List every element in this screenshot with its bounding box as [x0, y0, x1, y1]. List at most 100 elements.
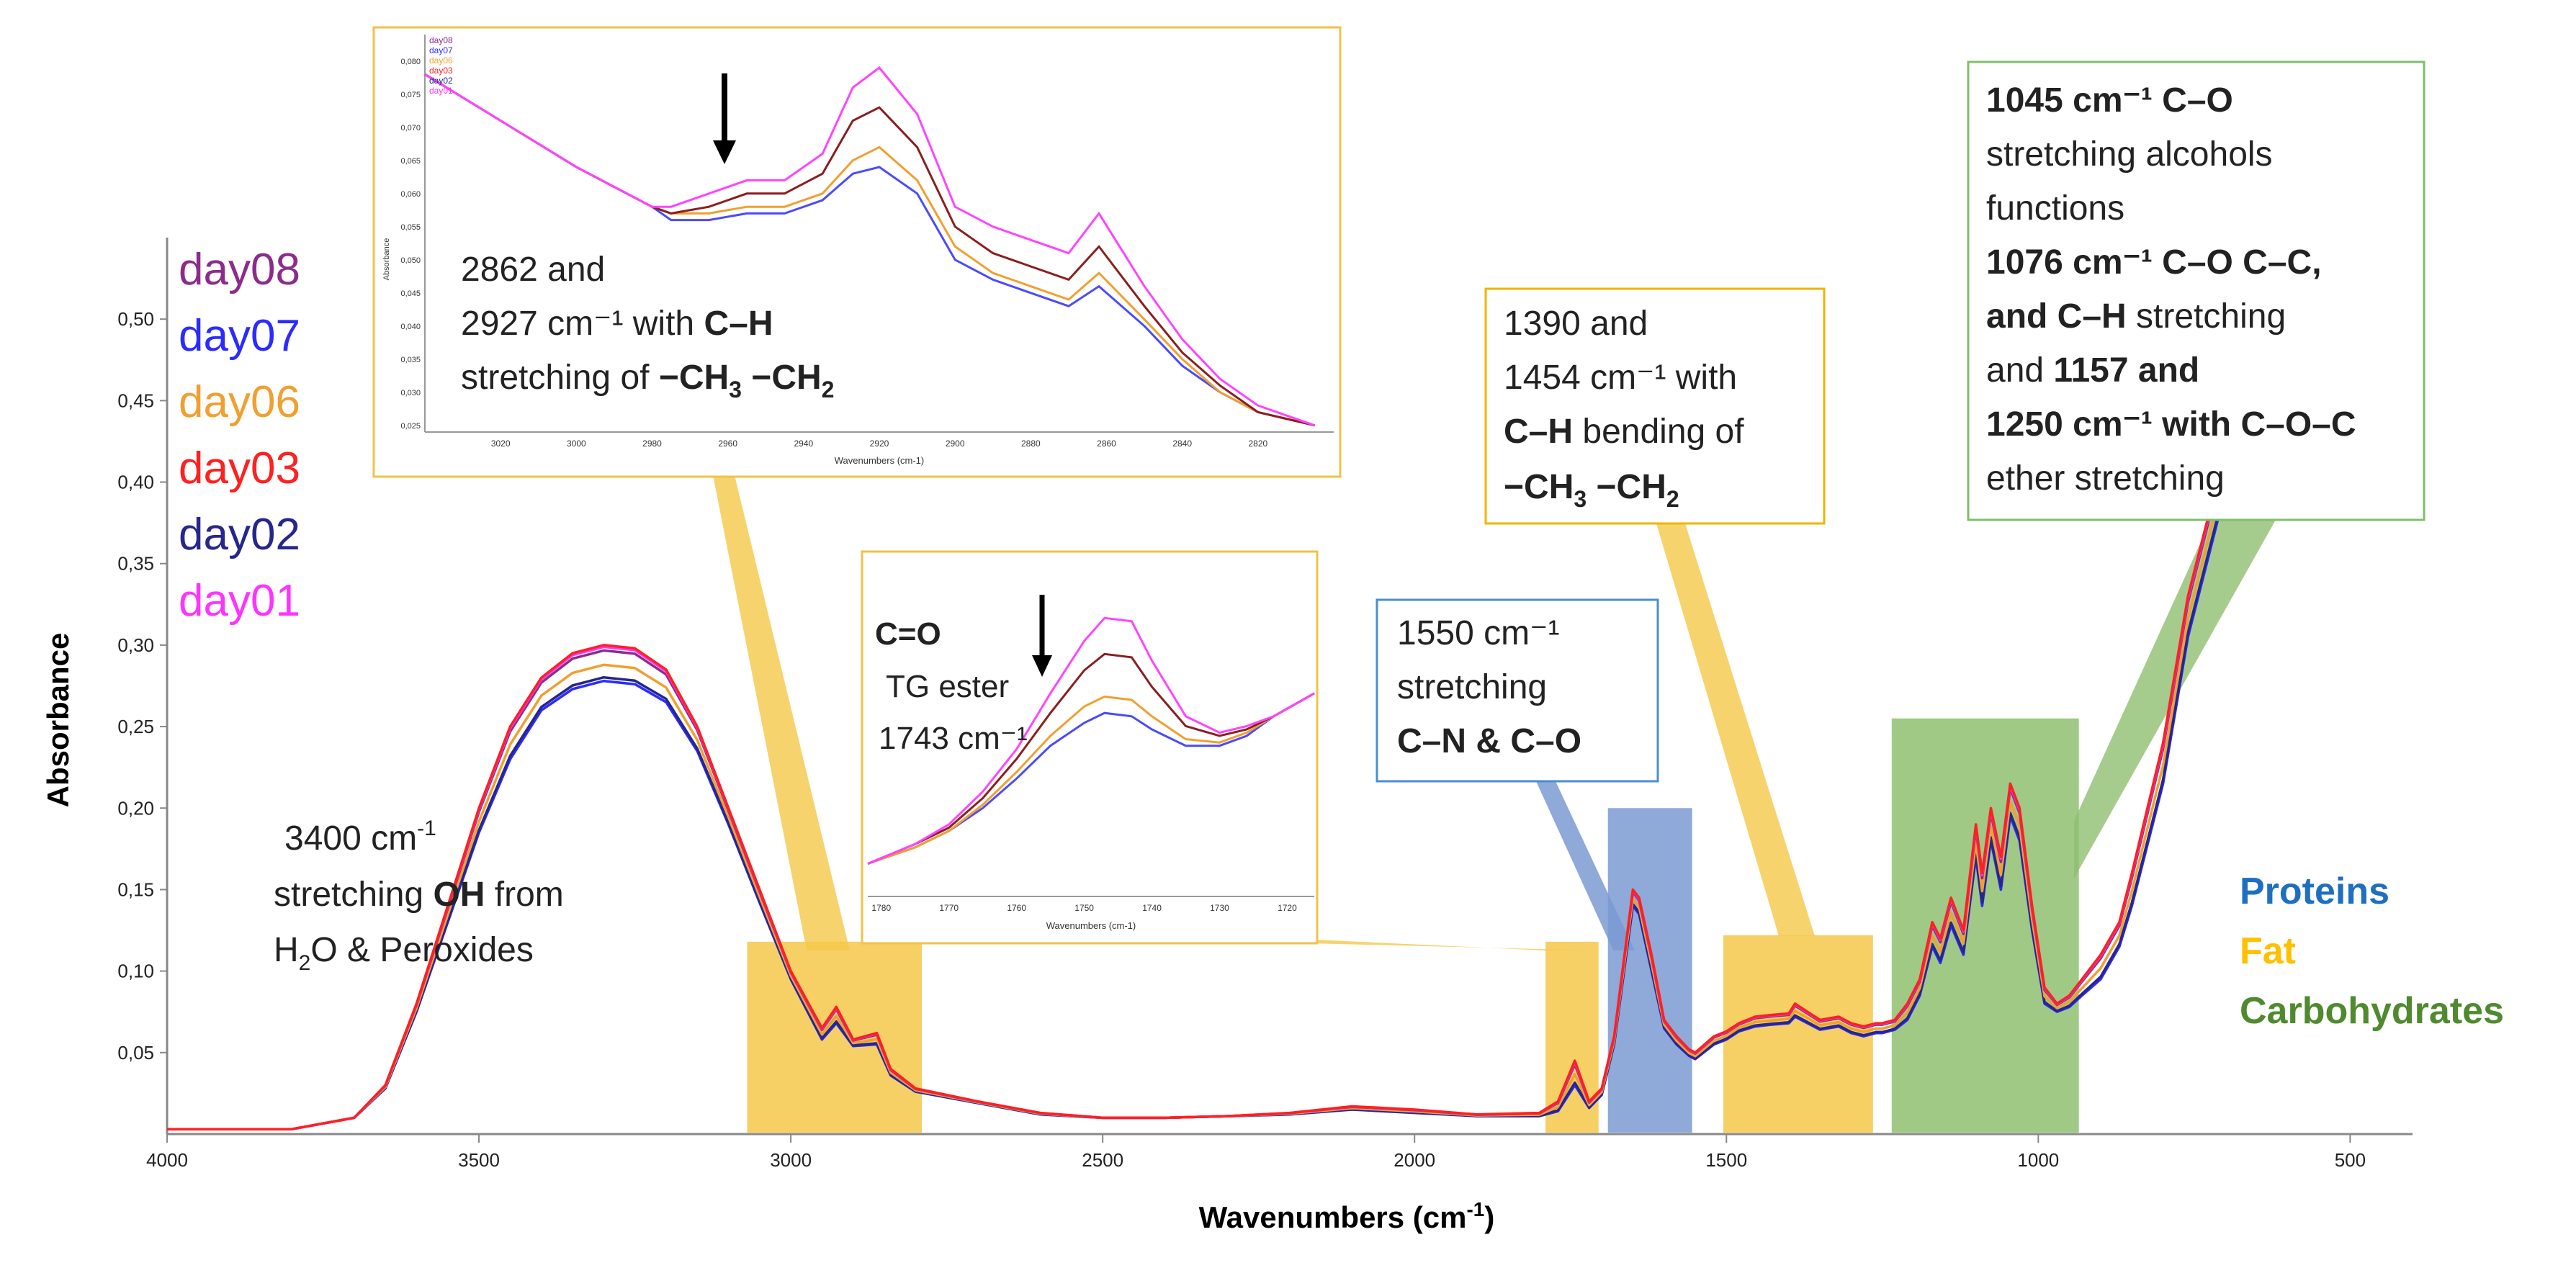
inset1-text-line3: stretching of −CH3 −CH2: [461, 359, 834, 403]
inset1-text-line2: 2927 cm⁻¹ with C–H: [461, 305, 773, 343]
inset1-x-tick-label: 3020: [491, 439, 511, 449]
inset-ch-stretching: 0,025 0,030 0,035 0,040 0,045 0,050 0,055 0,060…: [372, 26, 1342, 478]
legend-item-day01: day01: [179, 576, 300, 626]
inset2-x-tick-label: 1770: [939, 903, 959, 913]
y-tick-label: 0,05: [117, 1042, 154, 1064]
inset2-text-wavenumber: 1743 cm⁻¹: [879, 721, 1028, 756]
legend-item-day06: day06: [179, 377, 300, 427]
region-fat-0: [747, 941, 922, 1133]
inset1-line-day03: [424, 73, 1316, 427]
y-tick-label: 0,40: [117, 472, 154, 493]
inset1-frame: [372, 26, 1342, 478]
inset2-text-tg-ester: TG ester: [886, 669, 1009, 704]
inset1-x-tick-label: 2980: [642, 439, 662, 449]
inset1-y-tick-label: 0,035: [400, 356, 421, 364]
svg-text:3400 cm-1: 3400 cm-1: [284, 817, 436, 858]
inset2-frame: [861, 550, 1319, 945]
region-carbohydrates-4: [1891, 718, 2079, 1133]
inset1-x-tick-label: 2960: [718, 439, 737, 449]
svg-text:−CH3 −CH2: −CH3 −CH2: [1504, 468, 1679, 512]
inset1-y-tick-label: 0,075: [400, 91, 421, 99]
inset1-legend-day06: day06: [429, 55, 453, 66]
inset2-line-day01: [867, 616, 1315, 865]
inset1-y-tick-label: 0,050: [400, 256, 421, 265]
inset1-text-line1: 2862 and: [461, 251, 605, 289]
svg-text:1076 cm⁻¹ C–O C–C,: 1076 cm⁻¹ C–O C–C,: [1986, 243, 2322, 282]
inset1-legend-day02: day02: [429, 76, 453, 86]
inset1-y-tick-label: 0,065: [400, 157, 421, 166]
svg-text:1045 cm⁻¹ C–O: 1045 cm⁻¹ C–O: [1986, 81, 2233, 120]
inset2-x-tick-label: 1720: [1278, 903, 1297, 913]
x-tick-label: 3000: [770, 1149, 812, 1171]
inset1-x-tick-label: 3000: [567, 439, 586, 449]
inset1-legend-day08: day08: [429, 35, 453, 45]
legend-item-day07: day07: [179, 311, 300, 361]
inset2-x-tick-label: 1750: [1074, 903, 1094, 913]
svg-text:stretching OH from: stretching OH from: [274, 876, 564, 914]
category-carbohydrates: Carbohydrates: [2240, 990, 2504, 1032]
wedge-ch: [713, 475, 850, 950]
category-proteins: Proteins: [2240, 871, 2389, 912]
x-tick-label: 2500: [1082, 1149, 1123, 1171]
x-tick-label: 4000: [146, 1149, 188, 1171]
inset1-y-tick-label: 0,045: [400, 289, 421, 298]
svg-text:stretching alcohols: stretching alcohols: [1986, 135, 2273, 174]
inset1-legend-day01: day01: [429, 86, 453, 96]
inset1-y-tick-label: 0,030: [400, 389, 421, 397]
y-tick-label: 0,50: [117, 308, 154, 330]
svg-text:1550 cm⁻¹: 1550 cm⁻¹: [1397, 614, 1559, 652]
inset1-line-day07: [424, 73, 1316, 427]
svg-text:and C–H stretching: and C–H stretching: [1986, 297, 2286, 336]
series-line-day02: [167, 348, 2252, 1130]
x-tick-label: 1000: [2017, 1149, 2059, 1171]
y-tick-label: 0,10: [117, 961, 154, 982]
annotation-3400: 3400 cm-1 stretching OH from H2O & Perox…: [274, 817, 564, 975]
inset2-x-axis-title: Wavenumbers (cm-1): [1046, 920, 1136, 931]
x-tick-label: 1500: [1705, 1149, 1747, 1171]
wedge-ch-bend: [1656, 523, 1815, 936]
inset1-y-tick-label: 0,080: [400, 58, 421, 66]
y-tick-label: 0,25: [117, 716, 154, 737]
inset2-x-tick-label: 1760: [1007, 903, 1026, 913]
region-fat-3: [1723, 935, 1873, 1133]
x-axis-title: Wavenumbers (cm-1): [1199, 1198, 1495, 1234]
annotation-1045: 1045 cm⁻¹ C–O stretching alcohols functi…: [1967, 60, 2425, 521]
svg-text:functions: functions: [1986, 189, 2124, 228]
inset1-x-tick-label: 2880: [1021, 439, 1041, 449]
legend-item-day02: day02: [179, 510, 300, 559]
svg-text:1454 cm⁻¹ with: 1454 cm⁻¹ with: [1504, 359, 1737, 397]
svg-text:stretching: stretching: [1397, 668, 1547, 706]
y-axis-title: Absorbance: [41, 633, 75, 808]
highlight-regions: [747, 718, 2079, 1133]
svg-text:H2O & Peroxides: H2O & Peroxides: [274, 931, 534, 975]
callout-wedges: [713, 475, 2276, 950]
series-legend: day08 day07 day06 day03 day02 day01: [179, 245, 300, 626]
svg-text:C–H bending of: C–H bending of: [1504, 413, 1744, 451]
inset2-line-day06: [867, 692, 1315, 865]
y-tick-label: 0,15: [117, 878, 154, 900]
inset1-x-tick-label: 2940: [794, 439, 813, 449]
inset1-x-tick-label: 2900: [946, 439, 965, 449]
inset1-y-tick-label: 0,055: [400, 223, 421, 232]
inset1-legend-day07: day07: [429, 45, 453, 55]
y-tick-label: 0,20: [117, 797, 154, 819]
x-tick-label: 3500: [458, 1149, 500, 1171]
inset2-x-tick-label: 1740: [1142, 903, 1162, 913]
annotation-1390: 1390 and 1454 cm⁻¹ with C–H bending of −…: [1484, 287, 1826, 525]
series-line-day06: [167, 336, 2252, 1130]
inset1-x-tick-label: 2820: [1248, 439, 1267, 449]
inset1-x-tick-label: 2860: [1097, 439, 1116, 449]
chart-axes: 4000 3500 3000 2500 2000 1500 1000 500 0,05 0,10 0…: [117, 238, 2413, 1171]
inset1-y-tick-label: 0,060: [400, 190, 421, 199]
x-tick-label: 2000: [1394, 1149, 1435, 1171]
legend-item-day08: day08: [179, 245, 300, 294]
y-tick-label: 0,35: [117, 553, 154, 575]
inset1-x-axis-title: Wavenumbers (cm-1): [835, 455, 924, 466]
series-lines: [167, 318, 2252, 1130]
inset2-x-tick-label: 1780: [871, 903, 891, 913]
series-line-day03: [167, 318, 2252, 1130]
svg-text:1250 cm⁻¹ with C–O–C: 1250 cm⁻¹ with C–O–C: [1986, 405, 2356, 444]
inset1-y-tick-label: 0,070: [400, 124, 421, 132]
inset2-line-day03: [867, 652, 1315, 865]
